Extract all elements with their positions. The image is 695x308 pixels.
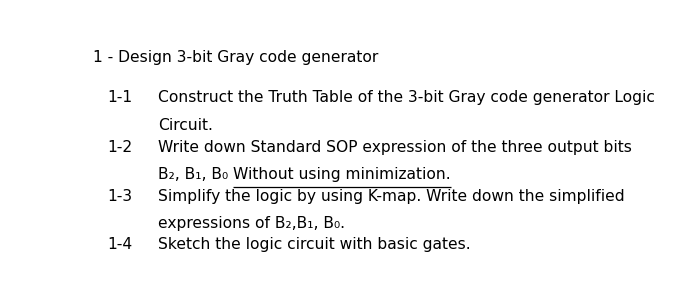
Text: Simplify the logic by using K-map. Write down the simplified: Simplify the logic by using K-map. Write… [158, 189, 625, 204]
Text: 1-3: 1-3 [107, 189, 133, 204]
Text: 1-1: 1-1 [107, 90, 133, 105]
Text: Sketch the logic circuit with basic gates.: Sketch the logic circuit with basic gate… [158, 237, 471, 252]
Text: expressions of B₂,B₁, B₀.: expressions of B₂,B₁, B₀. [158, 216, 345, 231]
Text: 1-2: 1-2 [107, 140, 133, 155]
Text: Without using minimization.: Without using minimization. [233, 168, 450, 182]
Text: B₂, B₁, B₀: B₂, B₁, B₀ [158, 168, 233, 182]
Text: Circuit.: Circuit. [158, 118, 213, 133]
Text: Construct the Truth Table of the 3-bit Gray code generator Logic: Construct the Truth Table of the 3-bit G… [158, 90, 655, 105]
Text: 1 - Design 3-bit Gray code generator: 1 - Design 3-bit Gray code generator [93, 50, 379, 65]
Text: 1-4: 1-4 [107, 237, 133, 252]
Text: Write down Standard SOP expression of the three output bits: Write down Standard SOP expression of th… [158, 140, 632, 155]
